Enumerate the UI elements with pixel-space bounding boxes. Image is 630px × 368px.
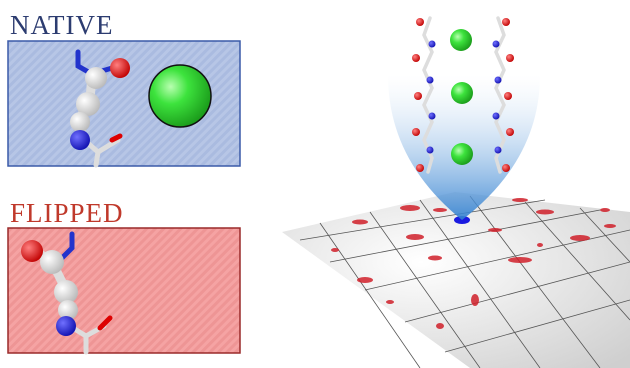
channel bbox=[388, 16, 540, 220]
surface-plane bbox=[282, 192, 630, 368]
native-panel bbox=[7, 40, 241, 168]
panel-label: NATIVE bbox=[10, 10, 113, 40]
panel-label: FLIPPED bbox=[10, 198, 124, 228]
flipped-panel bbox=[7, 227, 241, 355]
